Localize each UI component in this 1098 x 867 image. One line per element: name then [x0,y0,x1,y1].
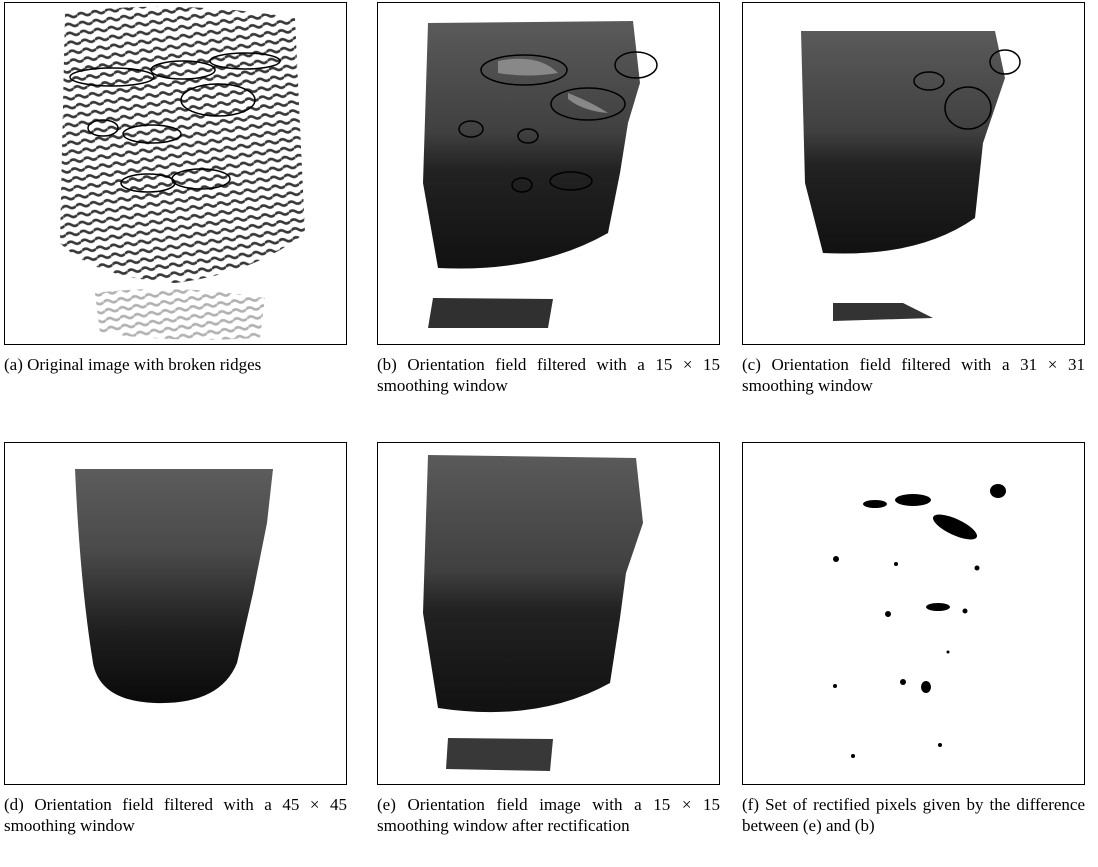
orientation-image [5,443,346,784]
caption: (e) Orientation field image with a 15 × … [377,794,720,836]
image-frame [377,2,720,345]
caption: (a) Original image with broken ridges [4,354,347,375]
caption: (c) Orientation field filtered with a 31… [742,354,1085,396]
panel: (f) Set of rectified pixels given by the… [742,442,1085,836]
panel: (d) Orientation field filtered with a 45… [4,442,347,836]
difference-image [743,443,1084,784]
fingerprint-image [5,3,346,344]
image-frame [4,442,347,785]
orientation-image [378,3,719,344]
orientation-image [743,3,1084,344]
image-frame [742,442,1085,785]
panel: (b) Orientation field filtered with a 15… [377,2,720,396]
caption: (f) Set of rectified pixels given by the… [742,794,1085,836]
orientation-image [378,443,719,784]
figure: (a) Original image with broken ridges (b… [0,0,1098,867]
panel: (e) Orientation field image with a 15 × … [377,442,720,836]
caption: (d) Orientation field filtered with a 45… [4,794,347,836]
panel: (a) Original image with broken ridges [4,2,347,375]
panel: (c) Orientation field filtered with a 31… [742,2,1085,396]
image-frame [4,2,347,345]
caption: (b) Orientation field filtered with a 15… [377,354,720,396]
image-frame [742,2,1085,345]
image-frame [377,442,720,785]
